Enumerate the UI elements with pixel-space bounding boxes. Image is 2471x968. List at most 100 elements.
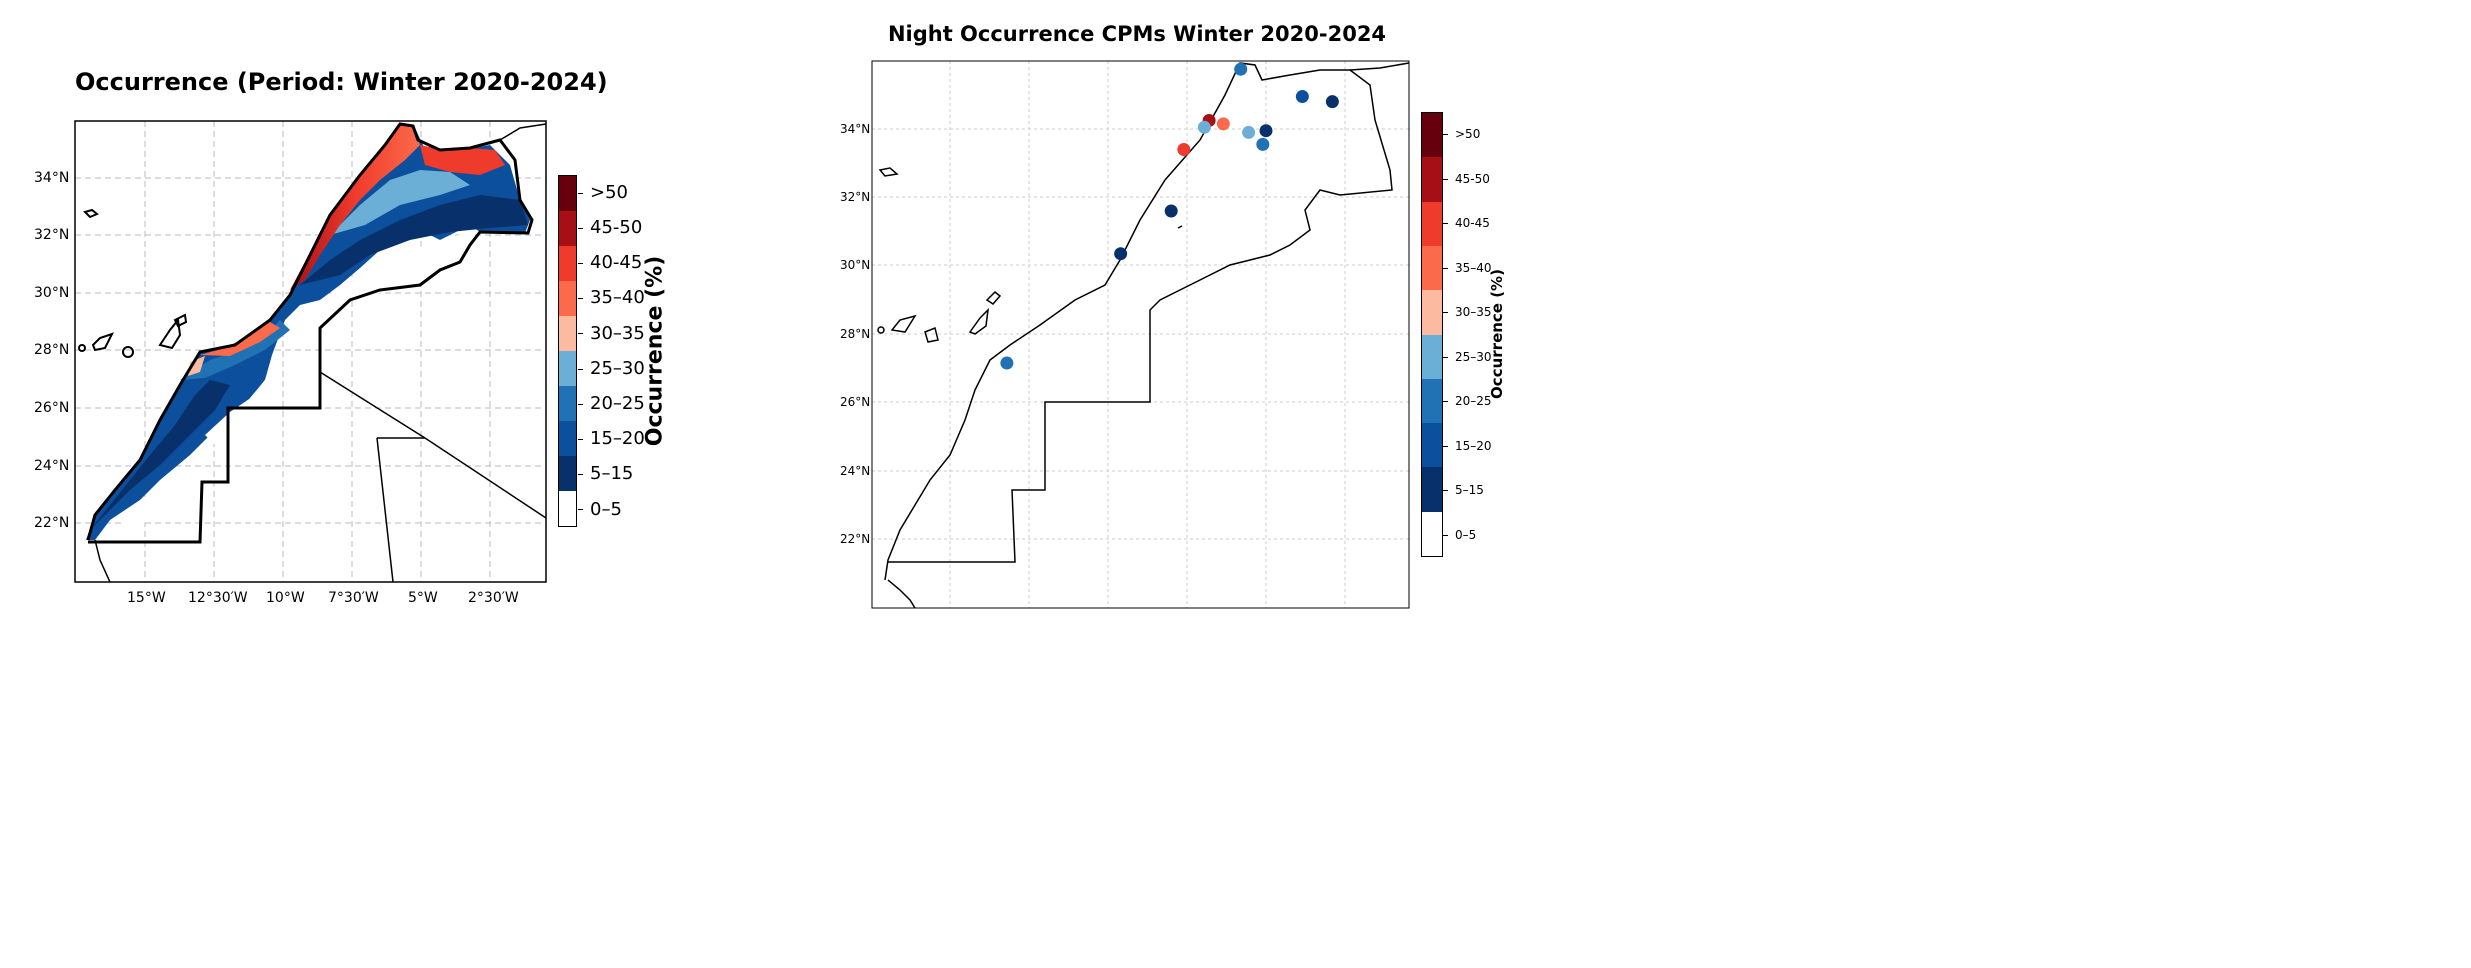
colorbar-tick bbox=[1443, 223, 1448, 225]
colorbar-swatch bbox=[1422, 245, 1442, 291]
colorbar-label: 20–25 bbox=[590, 393, 645, 414]
colorbar-label: 15–20 bbox=[590, 428, 645, 450]
right-map-border bbox=[871, 60, 1410, 609]
colorbar-tick bbox=[578, 368, 583, 370]
occurrence-field-high bbox=[290, 124, 420, 290]
colorbar-label: 25–30 bbox=[590, 357, 645, 379]
occurrence-field-5-15 bbox=[90, 380, 230, 530]
right-lat-label: 24°N bbox=[840, 464, 871, 478]
colorbar-tick bbox=[1443, 401, 1448, 403]
colorbar-tick bbox=[578, 403, 583, 405]
right-colorbar-labels: 0–5 5–15 15–20 20–25 25–30 30–35 35–40 40-45 45-… bbox=[1443, 112, 1493, 557]
left-lon-label: 15°W bbox=[127, 590, 166, 606]
right-lat-label: 32°N bbox=[840, 190, 871, 204]
right-borders bbox=[877, 62, 1409, 608]
colorbar-label: 30–35 bbox=[1455, 305, 1492, 320]
colorbar-tick bbox=[1443, 178, 1448, 180]
occurrence-field-0-5 bbox=[320, 232, 480, 300]
station-marker bbox=[1234, 62, 1248, 76]
colorbar-tick bbox=[578, 263, 583, 264]
colorbar-tick bbox=[1443, 490, 1448, 492]
colorbar-tick bbox=[1443, 356, 1448, 358]
right-lat-label: 34°N bbox=[840, 122, 871, 136]
colorbar-swatch bbox=[1422, 290, 1442, 335]
occurrence-field-high-c bbox=[200, 322, 280, 356]
colorbar-tick bbox=[578, 227, 583, 229]
right-lat-label: 30°N bbox=[840, 258, 871, 272]
colorbar-swatch bbox=[1422, 378, 1442, 424]
colorbar-label: 45-50 bbox=[590, 217, 643, 238]
left-map-title: Occurrence (Period: Winter 2020-2024) bbox=[75, 68, 608, 96]
station-marker bbox=[1000, 356, 1014, 370]
left-lat-label: 26°N bbox=[34, 400, 70, 416]
colorbar-label: 30–35 bbox=[590, 322, 645, 344]
colorbar-tick bbox=[1443, 267, 1448, 269]
colorbar-swatch bbox=[1422, 423, 1442, 468]
left-lat-label: 30°N bbox=[34, 285, 70, 301]
left-lat-label: 24°N bbox=[34, 458, 70, 474]
colorbar-label: 5–15 bbox=[1455, 483, 1484, 498]
occurrence-field-0-5c bbox=[120, 490, 170, 530]
station-marker bbox=[1164, 204, 1178, 218]
station-marker bbox=[1197, 120, 1211, 134]
colorbar-swatch bbox=[559, 246, 576, 281]
colorbar-swatch bbox=[559, 211, 576, 246]
colorbar-swatch bbox=[1422, 157, 1442, 202]
colorbar-label: 35–40 bbox=[1455, 260, 1492, 275]
colorbar-tick bbox=[578, 439, 583, 440]
colorbar-swatch bbox=[559, 456, 576, 491]
colorbar-swatch bbox=[1422, 201, 1442, 246]
colorbar-label: >50 bbox=[1455, 127, 1481, 142]
colorbar-label: 35–40 bbox=[590, 287, 645, 309]
colorbar-swatch bbox=[1422, 511, 1442, 556]
colorbar-label: >50 bbox=[590, 181, 628, 203]
left-lon-label: 12°30′W bbox=[188, 590, 248, 606]
colorbar-tick bbox=[578, 509, 583, 511]
occurrence-field-high-b bbox=[420, 145, 505, 175]
left-lon-label: 5°W bbox=[408, 590, 438, 606]
station-marker bbox=[1177, 143, 1191, 156]
left-lat-label: 28°N bbox=[34, 342, 70, 358]
colorbar-swatch bbox=[559, 386, 576, 421]
station-marker bbox=[1242, 125, 1256, 139]
station-marker bbox=[1114, 247, 1128, 261]
station-marker bbox=[1216, 117, 1230, 131]
colorbar-label: 45-50 bbox=[1455, 171, 1490, 186]
colorbar-swatch bbox=[1422, 467, 1442, 512]
left-lon-label: 7°30′W bbox=[328, 590, 379, 606]
occurrence-field-20-25 bbox=[180, 320, 290, 380]
colorbar-swatch bbox=[1422, 113, 1442, 158]
right-lat-label: 26°N bbox=[840, 395, 871, 409]
colorbar-swatch bbox=[1422, 334, 1442, 379]
colorbar-label: 20–25 bbox=[1455, 394, 1492, 409]
left-lat-label: 34°N bbox=[34, 170, 70, 186]
occurrence-field-25-30 bbox=[330, 170, 470, 235]
colorbar-tick bbox=[1443, 445, 1448, 447]
colorbar-label: 0–5 bbox=[590, 498, 622, 520]
colorbar-label: 25–30 bbox=[1455, 349, 1492, 364]
colorbar-label: 15–20 bbox=[1455, 438, 1492, 453]
left-lon-label: 2°30′W bbox=[468, 590, 519, 606]
left-lon-label: 10°W bbox=[266, 590, 305, 606]
colorbar-label: 0–5 bbox=[1455, 527, 1477, 542]
left-lat-label: 22°N bbox=[34, 515, 70, 531]
colorbar-tick bbox=[578, 298, 583, 300]
colorbar-tick bbox=[1443, 134, 1448, 136]
colorbar-label: 40-45 bbox=[1455, 216, 1490, 231]
left-map-svg bbox=[74, 120, 547, 583]
occurrence-field-5-15b bbox=[300, 195, 528, 285]
colorbar-tick bbox=[1443, 534, 1448, 536]
left-map-border bbox=[74, 120, 547, 583]
right-map-svg bbox=[871, 60, 1410, 609]
right-map-title: Night Occurrence CPMs Winter 2020-2024 bbox=[887, 22, 1387, 46]
occurrence-field-30-35 bbox=[188, 356, 205, 376]
colorbar-tick bbox=[578, 474, 583, 476]
colorbar-swatch bbox=[559, 176, 576, 211]
right-lat-label: 28°N bbox=[840, 327, 871, 341]
station-markers bbox=[1000, 62, 1339, 370]
station-marker bbox=[1295, 90, 1309, 104]
right-colorbar bbox=[1421, 112, 1443, 557]
colorbar-swatch bbox=[559, 421, 576, 456]
colorbar-swatch bbox=[559, 351, 576, 386]
colorbar-tick bbox=[1443, 312, 1448, 314]
